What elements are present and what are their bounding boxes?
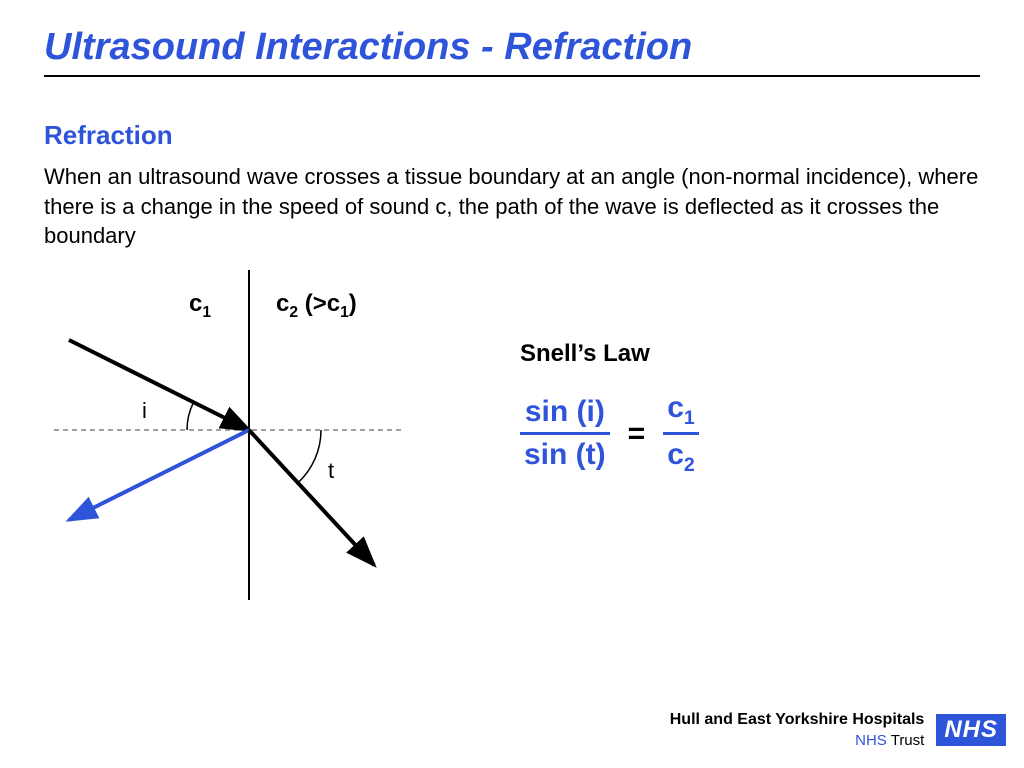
- fraction-c: c1 c2: [663, 390, 699, 478]
- numerator-sin-i: sin (i): [521, 394, 609, 432]
- denominator-c2: c2: [663, 435, 699, 477]
- slide: Ultrasound Interactions - Refraction Ref…: [0, 0, 1024, 768]
- trust-prefix: NHS: [855, 732, 887, 749]
- denominator-sin-t: sin (t): [520, 435, 610, 473]
- label-angle-t: t: [328, 458, 334, 484]
- trust-line: NHS Trust: [670, 731, 925, 751]
- numerator-c1: c1: [663, 390, 699, 432]
- fraction-sin: sin (i) sin (t): [520, 394, 610, 473]
- label-c2: c2 (>c1): [276, 290, 357, 322]
- nhs-logo-icon: NHS: [936, 714, 1006, 746]
- diagram-svg: [44, 270, 474, 630]
- label-angle-i: i: [142, 398, 147, 424]
- title-underline: [44, 75, 980, 77]
- section-heading: Refraction: [44, 120, 173, 151]
- snell-title: Snell’s Law: [520, 340, 960, 368]
- snell-equation: sin (i) sin (t) = c1 c2: [520, 390, 960, 478]
- footer-text: Hull and East Yorkshire Hospitals NHS Tr…: [670, 710, 925, 750]
- trust-word: Trust: [887, 732, 925, 749]
- snell-law-block: Snell’s Law sin (i) sin (t) = c1 c2: [520, 340, 960, 478]
- title-block: Ultrasound Interactions - Refraction: [44, 26, 980, 77]
- footer: Hull and East Yorkshire Hospitals NHS Tr…: [670, 710, 1006, 750]
- refraction-diagram: c1 c2 (>c1) i t: [44, 270, 474, 630]
- hospital-name: Hull and East Yorkshire Hospitals: [670, 710, 925, 731]
- label-c1: c1: [189, 290, 211, 322]
- equals-sign: =: [628, 417, 646, 451]
- body-paragraph: When an ultrasound wave crosses a tissue…: [44, 162, 980, 251]
- slide-title: Ultrasound Interactions - Refraction: [44, 26, 980, 69]
